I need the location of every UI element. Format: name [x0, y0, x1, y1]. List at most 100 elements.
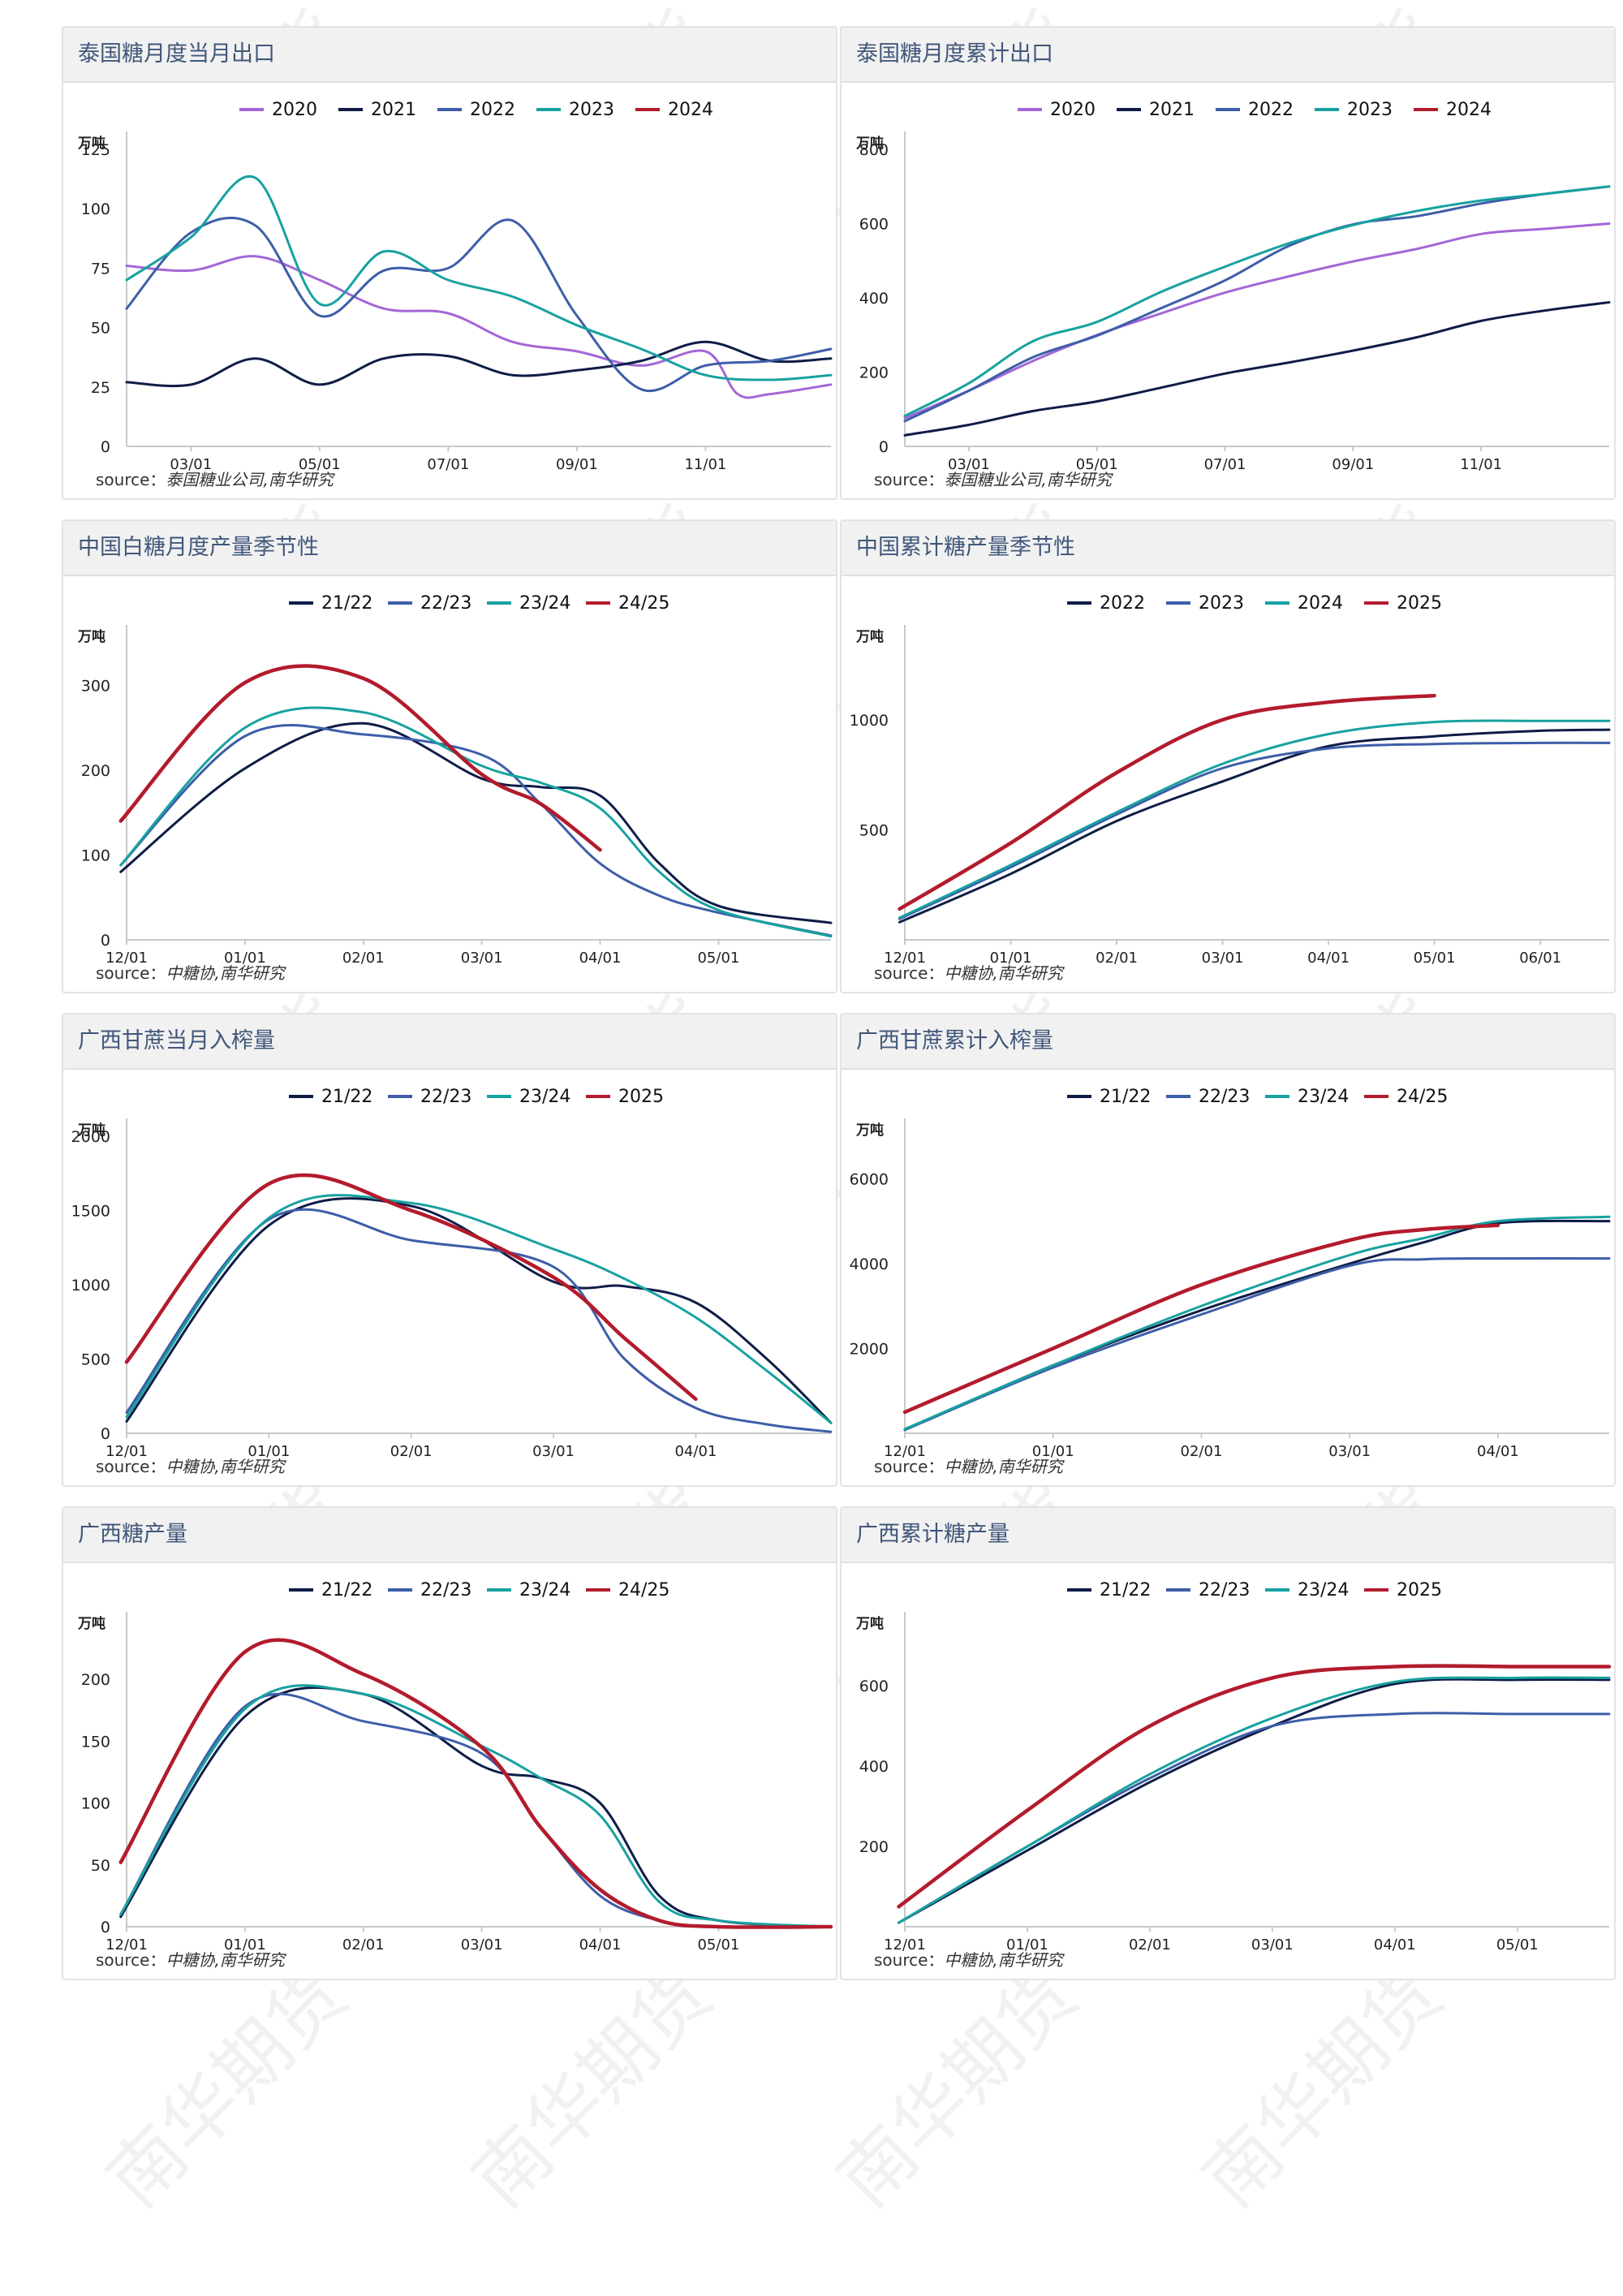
chart-title: 中国累计糖产量季节性	[842, 521, 1614, 576]
x-tick-label: 09/01	[556, 456, 598, 473]
legend-label: 23/24	[519, 593, 570, 614]
legend-item: 23/24	[1265, 1087, 1349, 1107]
y-tick-label: 600	[859, 216, 889, 234]
legend-label: 2024	[668, 100, 713, 120]
chart-panel-5: 广西甘蔗当月入榨量 万吨 0 500 1000 1500 2000 12/01 01/01 02…	[62, 1013, 837, 1487]
source-label: source：	[96, 963, 166, 983]
series-line-2025	[124, 1173, 698, 1402]
series-line-24-25	[118, 664, 602, 852]
x-tick-label: 05/01	[697, 1936, 739, 1954]
legend-label: 22/23	[420, 593, 471, 614]
source-value: 中糖协,南华研究	[944, 1950, 1063, 1970]
watermark-text: 南华期货	[1186, 1951, 1459, 2225]
y-tick-label: 2000	[71, 1128, 110, 1146]
legend-label: 2022	[1248, 100, 1294, 120]
x-tick-label: 03/01	[1328, 1443, 1371, 1460]
legend-item: 2020	[1018, 100, 1096, 120]
x-tick-label: 03/01	[1251, 1936, 1294, 1954]
y-unit-label: 万吨	[855, 628, 884, 645]
y-tick-label: 400	[859, 290, 889, 308]
guangxi-sugar-production-chart: 万吨 0 50 100 150 200 12/01 01/01 02/01 03/01 04/01 0…	[77, 1580, 833, 1954]
series-line-2021	[903, 301, 1611, 437]
y-unit-label: 万吨	[77, 135, 105, 152]
legend-label: 21/22	[321, 593, 372, 614]
chart-title: 中国白糖月度产量季节性	[63, 521, 836, 576]
legend-item: 2025	[1364, 593, 1442, 614]
y-tick-label: 800	[859, 141, 889, 159]
x-tick-label: 04/01	[1477, 1443, 1519, 1460]
x-tick-label: 05/01	[1414, 950, 1456, 967]
series-line-2024	[898, 719, 1611, 920]
legend-label: 2024	[1298, 593, 1343, 614]
chart-title: 泰国糖月度累计出口	[842, 28, 1614, 83]
chart-title: 广西甘蔗当月入榨量	[63, 1014, 836, 1070]
series-line-21-22	[119, 1686, 833, 1928]
legend-item: 22/23	[388, 1580, 471, 1600]
source-label: source：	[874, 963, 945, 983]
x-tick-label: 02/01	[342, 950, 385, 967]
x-tick-label: 11/01	[684, 456, 726, 473]
y-tick-label: 1500	[71, 1203, 110, 1221]
series-line-21-22	[898, 1678, 1611, 1924]
guangxi-cumulative-cane-chart: 万吨 2000 4000 6000 12/01 01/01 02/01 03/01 04/01 2…	[850, 1087, 1611, 1460]
y-tick-label: 100	[81, 200, 110, 218]
series-line-23-24	[898, 1676, 1611, 1924]
legend-label: 23/24	[519, 1087, 570, 1107]
chart-panel-1: 泰国糖月度当月出口 万吨 0 25 50 75 100 125 03/01 05/01 07/01…	[62, 26, 837, 500]
x-tick-label: 04/01	[1374, 1936, 1416, 1954]
y-tick-label: 1000	[850, 712, 889, 730]
legend-item: 2025	[586, 1087, 664, 1107]
legend-label: 21/22	[321, 1580, 372, 1600]
y-tick-label: 500	[859, 821, 889, 839]
watermark-text: 南华期货	[90, 1951, 364, 2225]
source-label: source：	[874, 1950, 945, 1970]
y-tick-label: 1000	[71, 1277, 110, 1294]
y-tick-label: 600	[859, 1678, 889, 1695]
legend-item: 2024	[635, 100, 713, 120]
legend-item: 23/24	[1265, 1580, 1349, 1600]
x-tick-label: 01/01	[224, 950, 266, 967]
y-tick-label: 0	[101, 1425, 110, 1443]
chart-title: 泰国糖月度当月出口	[63, 28, 836, 83]
source-label: source：	[96, 1457, 166, 1476]
chart-source: source：中糖协,南华研究	[874, 1454, 1063, 1477]
legend-label: 2025	[1397, 593, 1442, 614]
x-tick-label: 02/01	[1096, 950, 1138, 967]
series-line-2025	[898, 693, 1436, 911]
x-tick-label: 04/01	[579, 950, 622, 967]
x-tick-label: 02/01	[1129, 1936, 1171, 1954]
legend-label: 22/23	[420, 1580, 471, 1600]
legend-label: 2024	[1446, 100, 1492, 120]
x-tick-label: 05/01	[697, 950, 739, 967]
y-unit-label: 万吨	[77, 1122, 105, 1139]
y-tick-label: 0	[101, 438, 110, 456]
x-tick-label: 03/01	[948, 456, 990, 473]
chart-source: source：中糖协,南华研究	[96, 1454, 285, 1477]
legend-item: 23/24	[487, 1580, 570, 1600]
x-tick-label: 01/01	[990, 950, 1032, 967]
x-tick-label: 05/01	[1496, 1936, 1539, 1954]
legend-label: 22/23	[1199, 1580, 1250, 1600]
x-tick-label: 05/01	[299, 456, 341, 473]
legend-item: 22/23	[1166, 1087, 1250, 1107]
y-tick-label: 50	[91, 1857, 110, 1875]
series-line-22-23	[903, 1257, 1611, 1432]
x-tick-label: 02/01	[342, 1936, 385, 1954]
legend-label: 2025	[618, 1087, 664, 1107]
legend-item: 2023	[1315, 100, 1393, 120]
legend-item: 23/24	[487, 593, 570, 614]
legend-item: 2023	[536, 100, 614, 120]
series-line-24-25	[118, 1638, 833, 1929]
series-line-23-24	[119, 1684, 833, 1928]
y-tick-label: 2000	[850, 1340, 889, 1358]
series-line-2023	[898, 741, 1611, 920]
legend-item: 2024	[1414, 100, 1492, 120]
y-tick-label: 400	[859, 1758, 889, 1776]
series-line-21-22	[125, 1197, 833, 1424]
chart-source: source：泰国糖业公司,南华研究	[874, 467, 1112, 490]
legend-label: 23/24	[1298, 1580, 1349, 1600]
y-tick-label: 200	[859, 1838, 889, 1856]
chart-panel-2: 泰国糖月度累计出口 万吨 0 200 400 600 800 03/01 05/01 07/01…	[840, 26, 1616, 500]
series-line-22-23	[898, 1712, 1611, 1924]
legend-label: 24/25	[1397, 1087, 1448, 1107]
